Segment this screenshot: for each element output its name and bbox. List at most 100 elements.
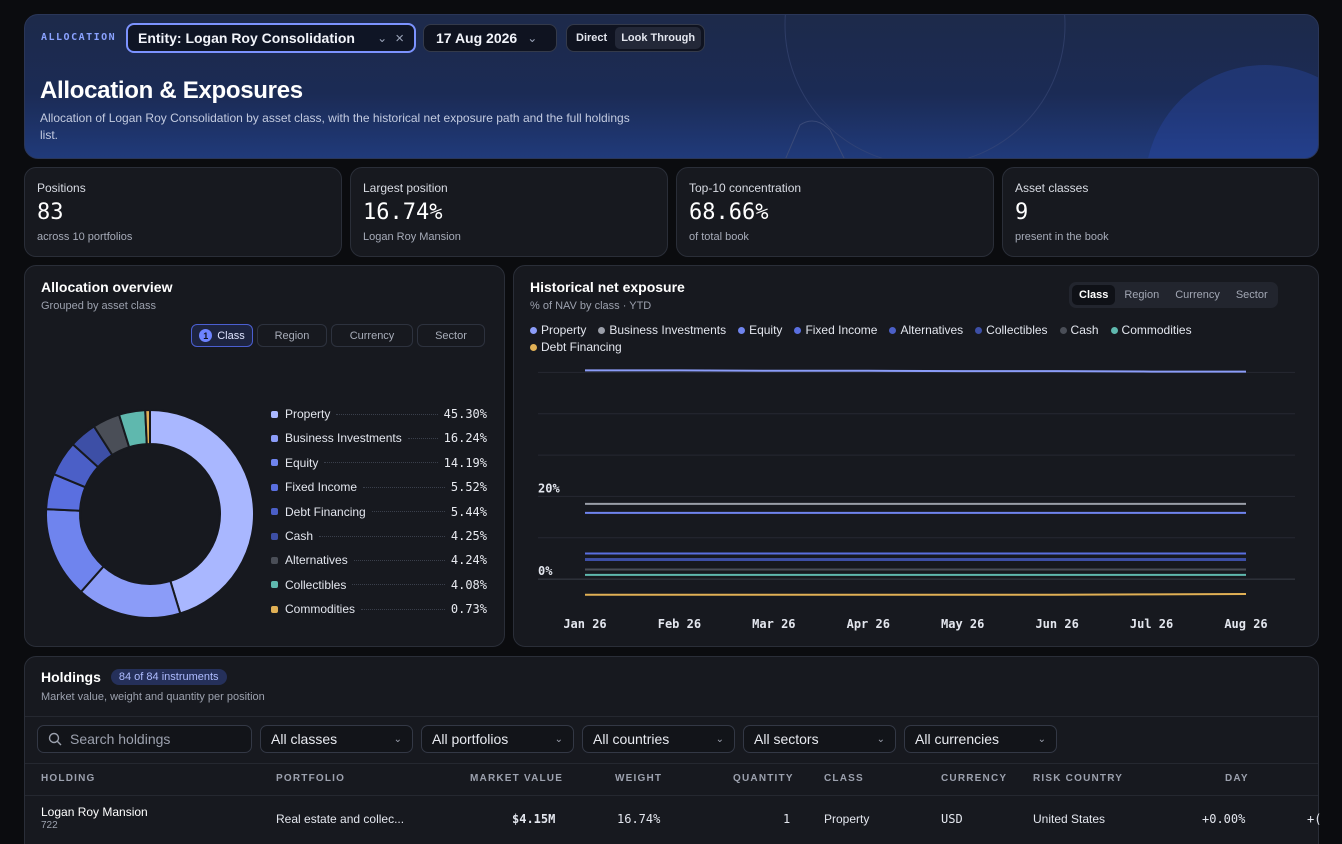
series-label: Fixed Income <box>805 323 878 337</box>
column-header-class[interactable]: CLASS <box>824 773 864 784</box>
legend-leader <box>363 486 445 488</box>
mode-direct[interactable]: Direct <box>576 32 608 44</box>
chevron-down-icon: ⌄ <box>715 733 724 745</box>
holding-portfolio: Real estate and collec... <box>276 812 405 826</box>
series-dot <box>889 326 897 334</box>
legend-leader <box>353 559 445 561</box>
legend-item-property[interactable]: Property 45.30% <box>271 405 487 423</box>
column-header-holding[interactable]: HOLDING <box>41 773 96 784</box>
x-tick-label: Aug 26 <box>1224 617 1267 631</box>
x-tick-label: Jul 26 <box>1130 617 1173 631</box>
series-legend-debt-financing[interactable]: Debt Financing <box>530 339 622 355</box>
legend-item-collectibles[interactable]: Collectibles 4.08% <box>271 576 487 594</box>
column-header-weight[interactable]: WEIGHT <box>615 773 663 784</box>
tab-sector[interactable]: Sector <box>1235 289 1268 301</box>
legend-label: Property <box>285 407 331 421</box>
legend-item-equity[interactable]: Equity 14.19% <box>271 454 487 472</box>
legend-item-business-investments[interactable]: Business Investments 16.24% <box>271 429 487 447</box>
tab-class[interactable]: Class <box>1072 285 1116 305</box>
y-tick-label: 0% <box>538 564 553 578</box>
tab-region[interactable]: Region <box>257 324 327 347</box>
legend-item-fixed-income[interactable]: Fixed Income 5.52% <box>271 478 487 496</box>
series-legend-business-investments[interactable]: Business Investments <box>598 322 726 338</box>
series-dot <box>794 326 802 334</box>
legend-value: 45.30% <box>443 407 487 421</box>
series-legend-equity[interactable]: Equity <box>738 322 782 338</box>
series-label: Cash <box>1070 323 1099 337</box>
column-header-risk-country[interactable]: RISK COUNTRY <box>1033 773 1124 784</box>
search-field[interactable]: Search holdings <box>37 725 252 753</box>
series-dot <box>530 326 537 334</box>
date-label: 17 Aug 2026 <box>436 30 518 46</box>
series-legend-commodities[interactable]: Commodities <box>1110 322 1192 338</box>
filter-countries[interactable]: All countries ⌄ <box>582 725 735 753</box>
legend-value: 4.24% <box>450 553 487 568</box>
series-label: Commodities <box>1121 323 1192 337</box>
series-legend-collectibles[interactable]: Collectibles <box>975 322 1048 338</box>
series-line-property[interactable] <box>585 369 1246 373</box>
donut-slice-property[interactable] <box>149 408 255 615</box>
kpi-subtext: present in the book <box>1015 231 1109 243</box>
legend-value: 0.73% <box>450 602 487 617</box>
series-line-debt-financing[interactable] <box>585 592 1247 596</box>
holding-market-value: $4.15M <box>512 812 556 826</box>
legend-swatch <box>271 508 278 516</box>
series-legend-alternatives[interactable]: Alternatives <box>889 322 963 338</box>
filter-sectors[interactable]: All sectors ⌄ <box>743 725 896 753</box>
series-dot <box>1059 326 1067 334</box>
series-label: Collectibles <box>986 323 1048 337</box>
x-tick-label: May 26 <box>941 617 984 631</box>
x-tick-label: Jun 26 <box>1035 617 1078 631</box>
filter-classes[interactable]: All classes ⌄ <box>260 725 413 753</box>
series-legend-cash[interactable]: Cash <box>1059 322 1099 338</box>
series-legend-fixed-income[interactable]: Fixed Income <box>794 322 877 338</box>
holding-weight: 16.74% <box>617 812 661 826</box>
exposure-title: Historical net exposure <box>530 279 685 295</box>
holding-code: 722 <box>41 820 58 831</box>
series-label: Debt Financing <box>541 340 622 354</box>
donut-slice-commodities[interactable] <box>144 408 151 446</box>
kpi-title: Largest position <box>363 181 448 195</box>
column-header-quantity[interactable]: QUANTITY <box>733 773 794 784</box>
exposure-legend: Property Business Investments Equity Fixed … <box>530 322 1290 355</box>
column-header-currency[interactable]: CURRENCY <box>941 773 1008 784</box>
column-header-market-value[interactable]: MARKET VALUE <box>470 773 564 784</box>
tab-currency[interactable]: Currency <box>331 324 413 347</box>
close-icon[interactable]: × <box>395 29 404 47</box>
kpi-top10-concentration: Top-10 concentration 68.66% of total boo… <box>676 167 994 257</box>
tab-currency[interactable]: Currency <box>1175 289 1220 301</box>
legend-swatch <box>271 581 278 589</box>
tab-region[interactable]: Region <box>1124 289 1160 301</box>
filter-currencies[interactable]: All currencies ⌄ <box>904 725 1057 753</box>
column-header-day[interactable]: DAY <box>1225 773 1249 784</box>
series-label: Equity <box>749 323 783 337</box>
search-icon <box>48 732 62 746</box>
column-header-portfolio[interactable]: PORTFOLIO <box>276 773 346 784</box>
series-dot <box>1110 326 1118 334</box>
tab-class[interactable]: 1 Class <box>191 324 253 347</box>
divider <box>25 795 1318 796</box>
legend-leader <box>352 584 445 586</box>
legend-item-cash[interactable]: Cash 4.25% <box>271 527 487 545</box>
kpi-positions: Positions 83 across 10 portfolios <box>24 167 342 257</box>
series-legend-property[interactable]: Property <box>530 322 586 338</box>
legend-label: Alternatives <box>285 553 348 568</box>
date-selector[interactable]: 17 Aug 2026 ⌄ <box>423 24 557 52</box>
filter-portfolios[interactable]: All portfolios ⌄ <box>421 725 574 753</box>
entity-selector[interactable]: Entity: Logan Roy Consolidation ⌄ × <box>126 23 416 53</box>
exposure-line-chart: 0% 20% Jan 26 Feb 26 Mar 26 Apr 26 May 26 Jun 2… <box>538 369 1295 631</box>
holding-name[interactable]: Logan Roy Mansion <box>41 805 148 819</box>
legend-item-alternatives[interactable]: Alternatives 4.24% <box>271 551 487 569</box>
tab-sector[interactable]: Sector <box>417 324 485 347</box>
legend-item-debt-financing[interactable]: Debt Financing 5.44% <box>271 503 487 521</box>
legend-swatch <box>271 410 278 418</box>
kpi-value: 68.66% <box>689 200 769 225</box>
mode-look-through[interactable]: Look Through <box>615 27 702 49</box>
divider <box>25 716 1318 717</box>
chevron-down-icon: ⌄ <box>527 31 538 45</box>
legend-item-commodities[interactable]: Commodities 0.73% <box>271 600 487 618</box>
legend-value: 4.25% <box>450 529 487 543</box>
allocation-subtitle: Grouped by asset class <box>41 300 156 312</box>
x-tick-label: Feb 26 <box>658 617 701 631</box>
exposure-panel <box>513 265 1319 647</box>
